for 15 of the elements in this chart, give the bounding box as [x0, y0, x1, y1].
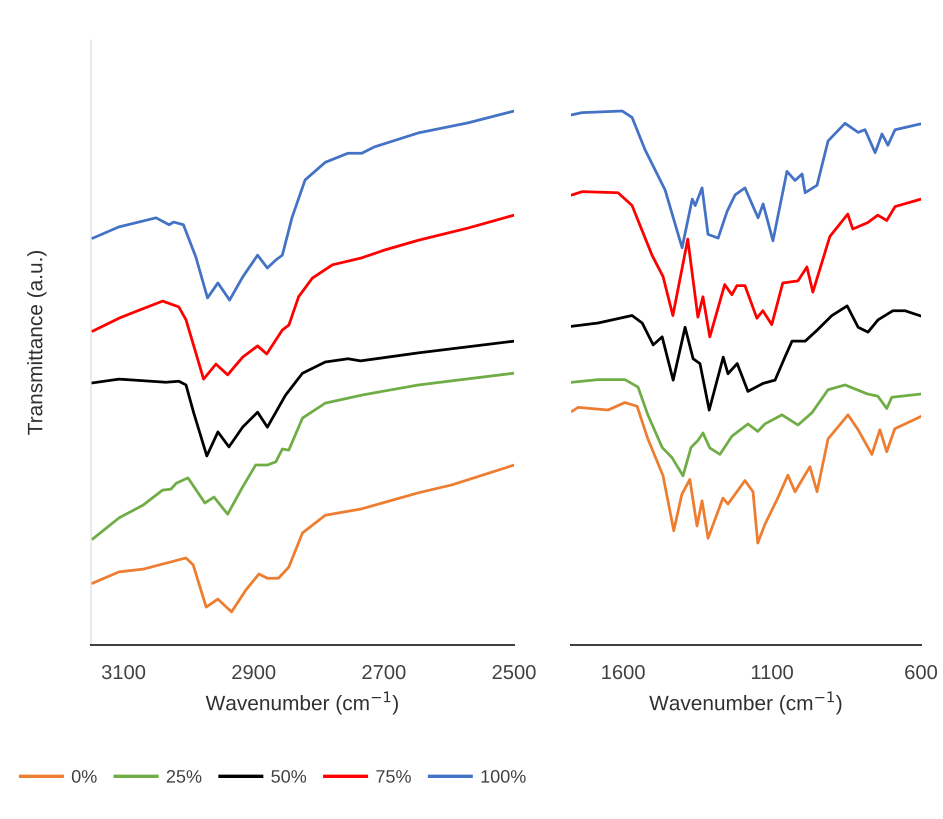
- x-tick-label: 2700: [362, 664, 406, 680]
- legend-label: 50%: [271, 770, 306, 783]
- legend-label: 100%: [482, 770, 526, 783]
- legend-label: 25%: [166, 770, 202, 783]
- x-axis-title: Wavenumber (cm$^{−1}$): [649, 692, 842, 714]
- legend-label: 0%: [72, 770, 97, 783]
- x-tick-label: 3100: [102, 664, 146, 680]
- x-tick-label: 1100: [752, 664, 793, 680]
- x-tick-label: 2500: [492, 664, 536, 680]
- y-axis-title: Transmittance (a.u.): [27, 250, 47, 435]
- legend-label: 75%: [376, 770, 411, 783]
- x-tick-label: 2900: [232, 664, 276, 680]
- x-tick-label: 600: [905, 664, 938, 680]
- x-tick-label: 1600: [602, 664, 645, 680]
- x-axis-title: Wavenumber (cm$^{−1}$): [206, 692, 398, 714]
